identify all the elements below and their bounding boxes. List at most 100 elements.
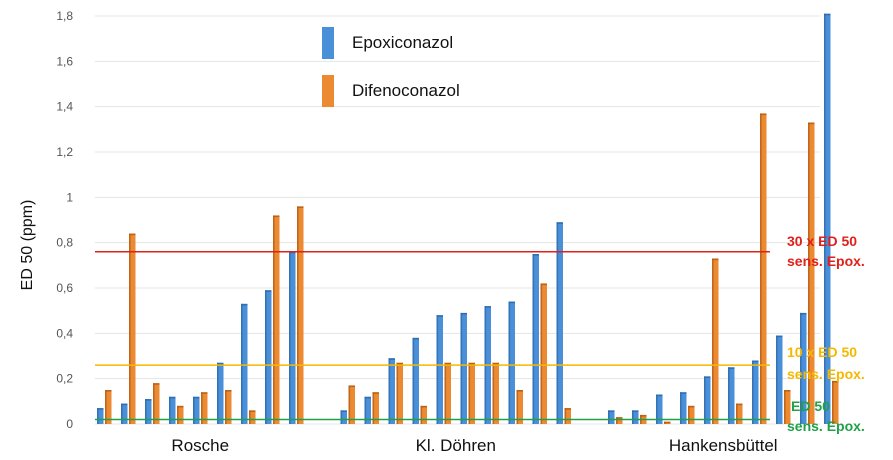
bar-top	[516, 390, 523, 392]
bar-shade	[832, 380, 834, 424]
bar-shade	[712, 258, 714, 424]
bar-top	[105, 390, 112, 392]
bar-shade	[656, 394, 658, 424]
reference-lines: 30 x ED 50 sens. Epox. 10 x ED 50 sens. Epo…	[95, 233, 865, 434]
bar-shade	[776, 335, 778, 424]
bar-fill	[460, 312, 467, 424]
bar-fill	[169, 396, 176, 424]
bar-epoxiconazol	[532, 254, 539, 424]
bar-top	[177, 405, 184, 408]
y-tick-label: 1,8	[56, 9, 73, 23]
bar-fill	[241, 303, 248, 424]
bar-difenoconazol	[348, 385, 355, 424]
bar-difenoconazol	[616, 417, 623, 424]
bar-shade	[289, 251, 291, 424]
bar-fill	[265, 290, 272, 424]
bar-top	[752, 360, 759, 363]
bar-shade	[217, 362, 219, 424]
bar-difenoconazol	[225, 390, 232, 424]
legend: Epoxiconazol Difenoconazol	[322, 27, 460, 107]
bar-top	[412, 337, 419, 340]
bar-difenoconazol	[784, 390, 791, 424]
bar-shade	[273, 215, 275, 424]
y-axis-label: ED 50 (ppm)	[19, 200, 36, 291]
bar-fill	[492, 362, 499, 424]
bar-shade	[225, 390, 227, 424]
bar-fill	[412, 337, 419, 424]
bar-shade	[800, 312, 802, 424]
bar-shade	[680, 392, 682, 424]
bar-top	[688, 405, 695, 408]
bar-epoxiconazol	[460, 312, 467, 424]
bar-fill	[784, 390, 791, 424]
bar-shade	[129, 233, 131, 424]
bar-fill	[532, 254, 539, 424]
bar-shade	[532, 254, 535, 424]
bar-shade	[153, 383, 155, 424]
bar-difenoconazol	[129, 233, 136, 424]
bar-shade	[736, 403, 738, 424]
bar-difenoconazol	[396, 362, 403, 424]
bar-fill	[145, 399, 152, 424]
bar-epoxiconazol	[217, 362, 224, 424]
y-tick-label: 0,4	[56, 326, 73, 340]
bar-fill	[97, 408, 104, 424]
bar-top	[800, 312, 807, 315]
bar-top	[241, 303, 248, 306]
bar-difenoconazol	[297, 206, 304, 424]
bar-shade	[265, 290, 267, 424]
bar-top	[680, 392, 687, 394]
bar-fill	[396, 362, 403, 424]
bar-shade	[364, 396, 367, 424]
category-label: Hankensbüttel	[669, 436, 778, 455]
bar-shade	[444, 362, 447, 424]
bar-epoxiconazol	[289, 251, 296, 424]
bar-fill	[121, 403, 128, 424]
reference-label-line1: ED 50	[791, 398, 830, 414]
bar-epoxiconazol	[508, 301, 515, 424]
bar-epoxiconazol	[800, 312, 807, 424]
bar-epoxiconazol	[824, 13, 831, 424]
bar-shade	[348, 385, 351, 424]
bar-top	[608, 410, 615, 412]
bar-fill	[297, 206, 304, 424]
bar-fill	[249, 410, 256, 424]
bar-top	[508, 301, 515, 304]
bar-difenoconazol	[540, 283, 547, 424]
bar-shade	[241, 303, 243, 424]
bar-difenoconazol	[492, 362, 499, 424]
y-tick-label: 0,8	[56, 236, 73, 250]
bar-shade	[616, 417, 618, 424]
bar-difenoconazol	[760, 113, 767, 424]
bar-difenoconazol	[372, 392, 379, 424]
bar-fill	[436, 315, 443, 424]
bar-fill	[736, 403, 743, 424]
bar-top	[169, 396, 176, 399]
bar-epoxiconazol	[608, 410, 615, 424]
bar-fill	[508, 301, 515, 424]
bar-shade	[396, 362, 399, 424]
bar-top	[289, 251, 296, 254]
bar-epoxiconazol	[145, 399, 152, 424]
bar-difenoconazol	[153, 383, 160, 424]
bar-fill	[364, 396, 371, 424]
bar-top	[436, 315, 443, 317]
bars	[97, 13, 839, 425]
bar-shade	[728, 367, 730, 424]
bar-shade	[420, 405, 423, 424]
bar-shade	[564, 408, 567, 424]
bar-fill	[193, 396, 200, 424]
bar-top	[468, 362, 475, 365]
bar-epoxiconazol	[121, 403, 128, 424]
bar-top	[656, 394, 663, 397]
y-tick-label: 1,2	[56, 145, 73, 159]
bar-epoxiconazol	[704, 376, 711, 424]
bar-epoxiconazol	[265, 290, 272, 424]
bar-top	[145, 399, 152, 401]
bar-difenoconazol	[420, 405, 427, 424]
bar-fill	[616, 417, 623, 424]
reference-label-line2: sens. Epox.	[787, 366, 865, 382]
bar-top	[217, 362, 224, 365]
bar-shade	[97, 408, 99, 424]
bar-fill	[129, 233, 136, 424]
